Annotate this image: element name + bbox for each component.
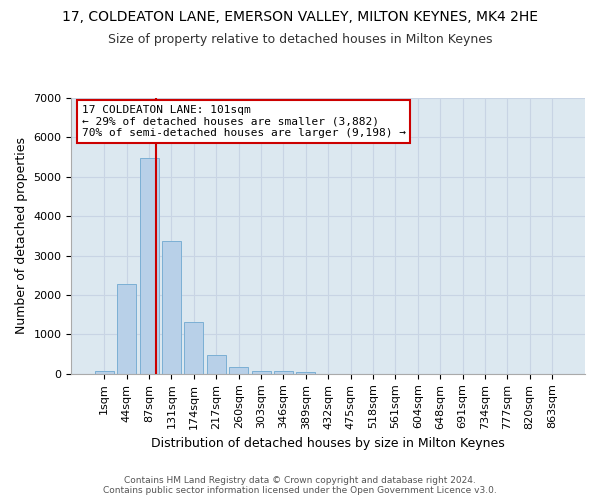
Bar [95,371,114,374]
Bar [296,372,316,374]
Bar [140,158,158,374]
Bar [184,322,203,374]
Text: 17 COLDEATON LANE: 101sqm
← 29% of detached houses are smaller (3,882)
70% of se: 17 COLDEATON LANE: 101sqm ← 29% of detac… [82,105,406,138]
Bar [117,284,136,374]
X-axis label: Distribution of detached houses by size in Milton Keynes: Distribution of detached houses by size … [151,437,505,450]
Bar [274,372,293,374]
Bar [162,240,181,374]
Bar [207,354,226,374]
Text: Contains HM Land Registry data © Crown copyright and database right 2024.
Contai: Contains HM Land Registry data © Crown c… [103,476,497,495]
Bar [229,366,248,374]
Text: Size of property relative to detached houses in Milton Keynes: Size of property relative to detached ho… [108,32,492,46]
Text: 17, COLDEATON LANE, EMERSON VALLEY, MILTON KEYNES, MK4 2HE: 17, COLDEATON LANE, EMERSON VALLEY, MILT… [62,10,538,24]
Bar [251,370,271,374]
Y-axis label: Number of detached properties: Number of detached properties [15,138,28,334]
